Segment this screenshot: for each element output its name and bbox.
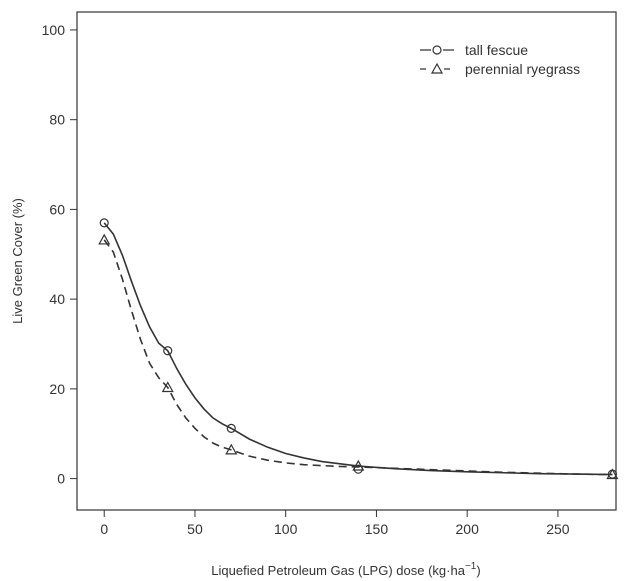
x-tick-label: 0 xyxy=(100,521,108,537)
x-tick-label: 150 xyxy=(365,521,389,537)
y-tick-label: 0 xyxy=(57,471,65,487)
data-point xyxy=(606,468,619,480)
y-axis-title: Live Green Cover (%) xyxy=(10,198,25,324)
legend-marker xyxy=(432,45,442,55)
y-tick-label: 40 xyxy=(49,291,65,307)
y-tick-label: 80 xyxy=(49,112,65,128)
x-axis-title-superscript: −1 xyxy=(465,561,477,572)
series-perennial-ryegrass xyxy=(98,233,619,480)
data-point xyxy=(99,218,109,228)
x-axis-title-suffix: ) xyxy=(476,563,480,578)
x-axis: 0 50 100 150 200 250 xyxy=(100,510,570,537)
legend-label: tall fescue xyxy=(465,42,528,58)
plot-frame xyxy=(76,11,617,511)
legend: tall fescue perennial ryegrass xyxy=(420,42,580,77)
legend-item: tall fescue xyxy=(420,42,528,58)
data-point xyxy=(226,423,236,433)
data-point xyxy=(225,443,238,455)
legend-marker-bg xyxy=(431,63,443,75)
series-line xyxy=(103,222,613,476)
x-tick-label: 50 xyxy=(187,521,203,537)
x-tick-label: 250 xyxy=(546,521,570,537)
series-tall-fescue xyxy=(99,218,617,479)
data-point xyxy=(98,233,111,245)
data-point xyxy=(352,459,365,471)
y-axis: 0 20 40 60 80 100 xyxy=(42,22,77,487)
x-tick-label: 200 xyxy=(456,521,480,537)
series-line xyxy=(103,239,613,476)
y-tick-label: 20 xyxy=(49,381,65,397)
data-point xyxy=(161,381,174,393)
legend-item: perennial ryegrass xyxy=(420,61,580,77)
y-tick-label: 60 xyxy=(49,201,65,217)
data-point xyxy=(163,346,173,356)
series-layer xyxy=(98,218,619,480)
x-axis-title: Liquefied Petroleum Gas (LPG) dose (kg·h… xyxy=(211,561,480,578)
legend-label: perennial ryegrass xyxy=(465,61,580,77)
y-tick-label: 100 xyxy=(42,22,66,38)
x-tick-label: 100 xyxy=(274,521,298,537)
x-axis-title-main: Liquefied Petroleum Gas (LPG) dose (kg·h… xyxy=(211,563,465,578)
legend-marker xyxy=(430,62,444,74)
